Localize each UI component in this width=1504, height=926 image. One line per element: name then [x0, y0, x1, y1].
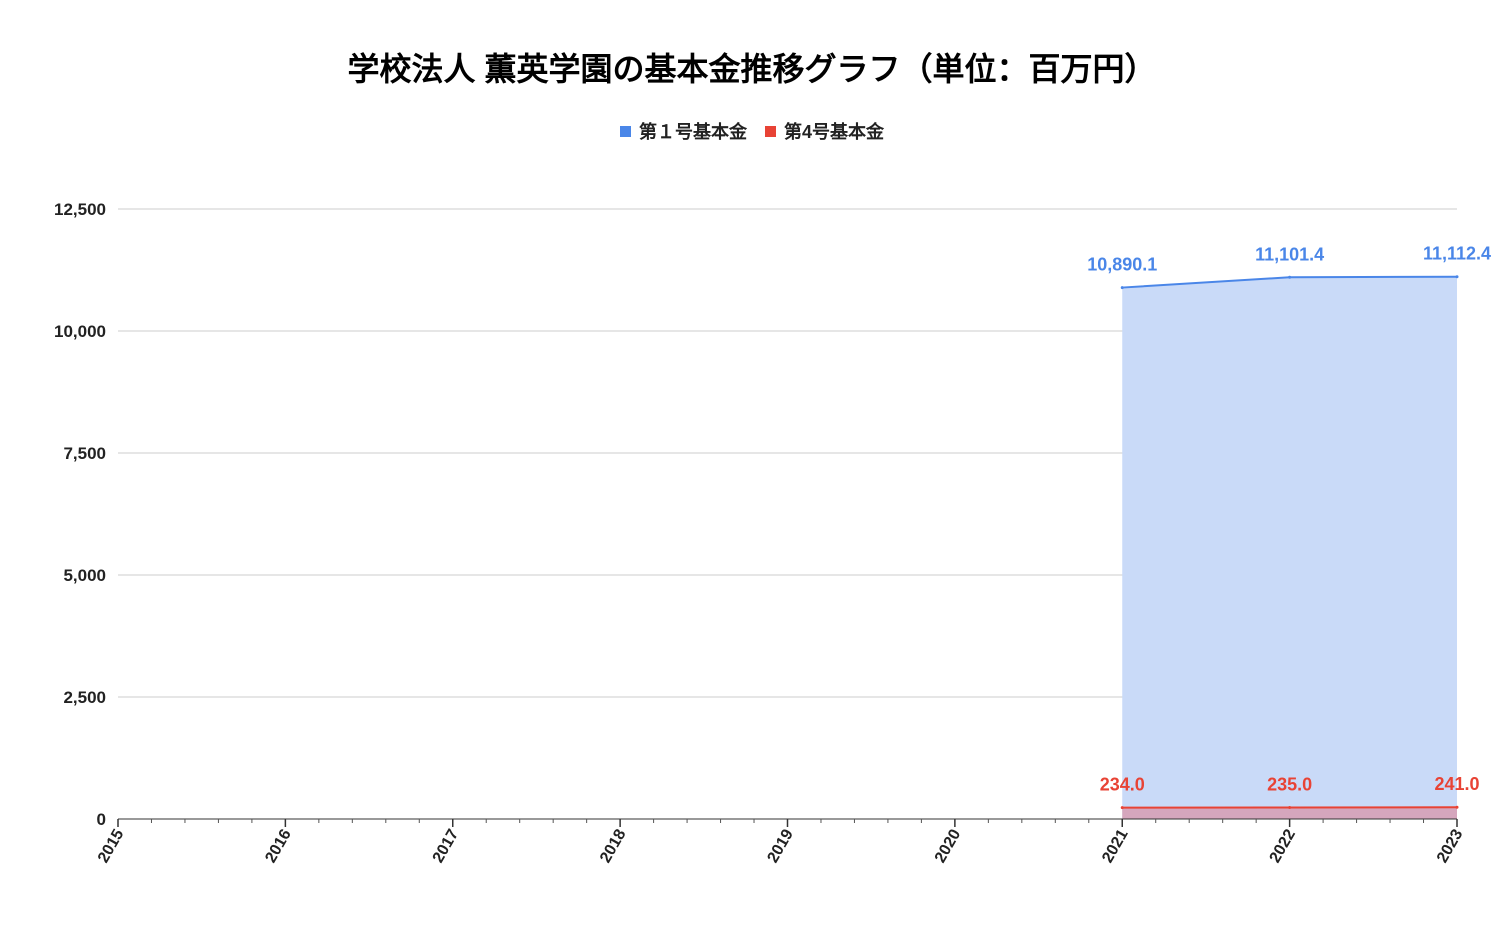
- point-series-1-2021: [1120, 286, 1124, 290]
- legend-item-series-2[interactable]: 第4号基本金: [764, 118, 884, 144]
- data-label-series-2-2022: 235.0: [1267, 775, 1312, 795]
- x-tick-label-2016: 2016: [262, 826, 295, 865]
- x-tick-label-2020: 2020: [932, 826, 965, 865]
- x-tick-label-2022: 2022: [1267, 826, 1300, 865]
- point-series-2-2022: [1288, 806, 1292, 810]
- legend-swatch-series-1: [619, 125, 631, 137]
- x-tick-label-2017: 2017: [430, 826, 463, 865]
- point-series-2-2021: [1120, 806, 1124, 810]
- x-tick-label-2018: 2018: [597, 826, 630, 865]
- legend-item-series-1[interactable]: 第１号基本金: [619, 118, 747, 144]
- y-tick-label-3: 7,500: [63, 444, 106, 463]
- data-label-series-1-2023: 11,112.4: [1423, 244, 1491, 264]
- data-label-series-1-2021: 10,890.1: [1087, 255, 1157, 275]
- legend-label-series-1: 第１号基本金: [638, 122, 747, 142]
- point-series-1-2023: [1455, 275, 1459, 279]
- y-tick-label-2: 5,000: [63, 566, 106, 585]
- y-tick-label-0: 0: [97, 810, 106, 829]
- legend-swatch-series-2: [764, 125, 776, 137]
- point-series-1-2022: [1288, 275, 1292, 279]
- x-tick-label-2015: 2015: [95, 826, 128, 865]
- x-tick-label-2021: 2021: [1099, 826, 1132, 865]
- chart-title: 学校法人 薫英学園の基本金推移グラフ（単位：百万円）: [347, 51, 1157, 87]
- area-series-2: [1122, 807, 1457, 819]
- x-tick-label-2023: 2023: [1434, 826, 1467, 865]
- y-tick-label-4: 10,000: [54, 322, 106, 341]
- area-series-1: [1122, 276, 1457, 820]
- point-series-2-2023: [1455, 805, 1459, 809]
- x-tick-label-2019: 2019: [764, 826, 797, 865]
- data-label-series-2-2023: 241.0: [1434, 774, 1479, 794]
- data-label-series-2-2021: 234.0: [1100, 775, 1145, 795]
- y-tick-label-5: 12,500: [54, 200, 106, 219]
- legend: 第１号基本金 第4号基本金: [0, 118, 1504, 144]
- y-tick-label-1: 2,500: [63, 688, 106, 707]
- legend-label-series-2: 第4号基本金: [783, 122, 884, 142]
- data-label-series-1-2022: 11,101.4: [1255, 244, 1324, 264]
